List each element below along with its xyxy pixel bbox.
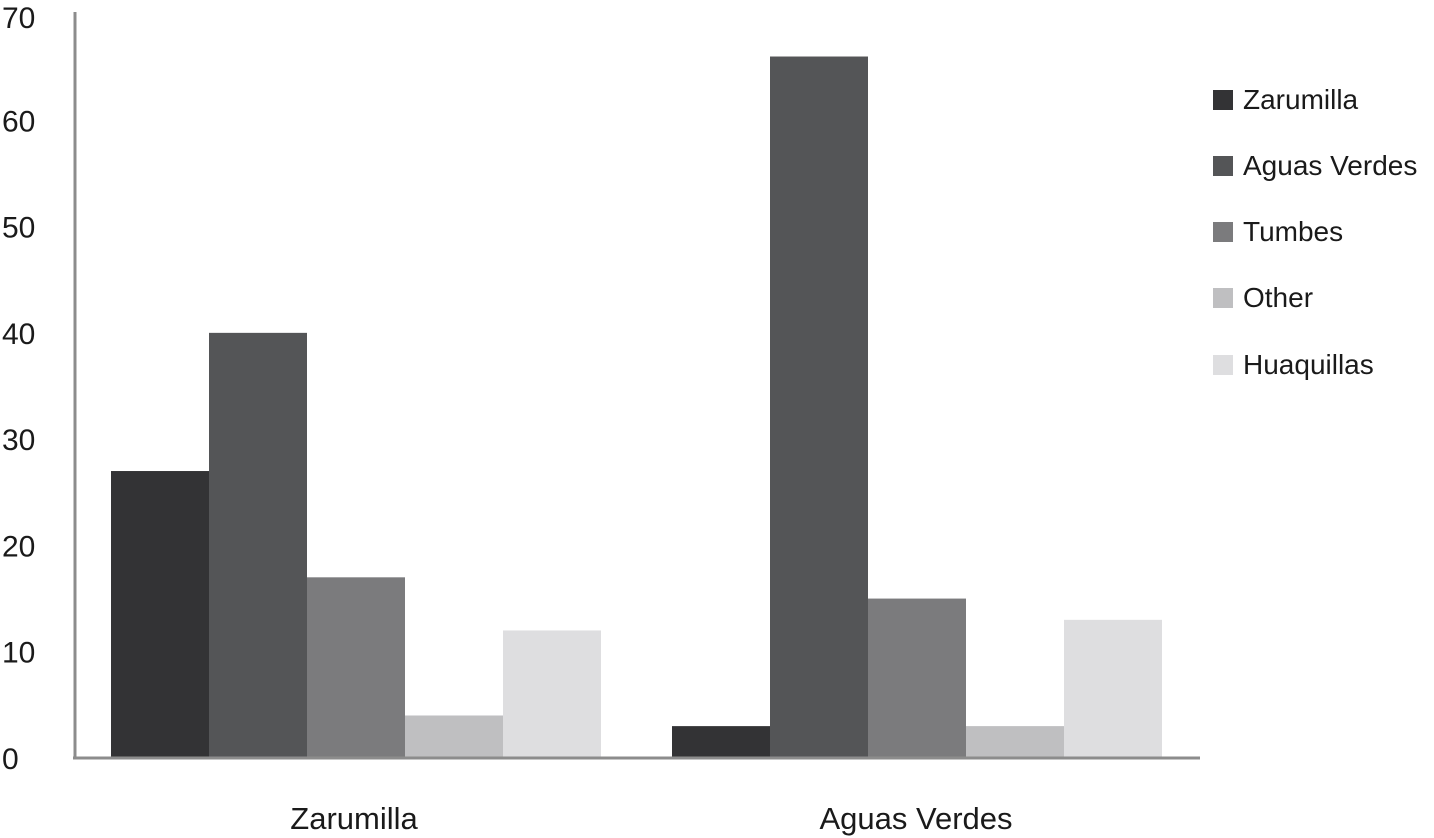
y-tick-label: 50 bbox=[2, 212, 35, 245]
y-tick-label: 30 bbox=[2, 424, 35, 457]
bar bbox=[672, 726, 770, 758]
bar bbox=[209, 332, 307, 758]
y-tick-label: 0 bbox=[2, 743, 19, 776]
y-axis-tick-labels: 0 10 20 30 40 50 60 70 bbox=[2, 2, 35, 776]
y-tick-label: 40 bbox=[2, 318, 35, 351]
category-label-zarumilla: Zarumilla bbox=[290, 801, 418, 836]
x-axis-category-labels: Zarumilla Aguas Verdes bbox=[290, 801, 1012, 836]
legend-label-other: Other bbox=[1243, 282, 1313, 313]
y-tick-label: 70 bbox=[2, 2, 35, 35]
legend: Zarumilla Aguas Verdes Tumbes Other Huaq… bbox=[1213, 84, 1417, 380]
bar bbox=[966, 726, 1064, 758]
y-tick-label: 10 bbox=[2, 637, 35, 670]
bar bbox=[1064, 619, 1162, 758]
legend-label-aguas-verdes: Aguas Verdes bbox=[1243, 150, 1417, 181]
bar bbox=[307, 577, 405, 758]
bar bbox=[503, 630, 601, 758]
legend-swatch-other bbox=[1213, 288, 1233, 308]
bar bbox=[405, 715, 503, 758]
bar bbox=[770, 56, 868, 759]
legend-label-huaquillas: Huaquillas bbox=[1243, 349, 1374, 380]
legend-swatch-huaquillas bbox=[1213, 355, 1233, 375]
category-label-aguas-verdes: Aguas Verdes bbox=[819, 801, 1012, 836]
y-tick-label: 60 bbox=[2, 105, 35, 138]
legend-swatch-tumbes bbox=[1213, 222, 1233, 242]
legend-swatch-aguas-verdes bbox=[1213, 156, 1233, 176]
y-tick-label: 20 bbox=[2, 530, 35, 563]
bars bbox=[111, 56, 1162, 759]
legend-label-tumbes: Tumbes bbox=[1243, 216, 1343, 247]
legend-swatch-zarumilla bbox=[1213, 90, 1233, 110]
bar bbox=[868, 598, 966, 758]
legend-label-zarumilla: Zarumilla bbox=[1243, 84, 1359, 115]
bar bbox=[111, 471, 209, 758]
